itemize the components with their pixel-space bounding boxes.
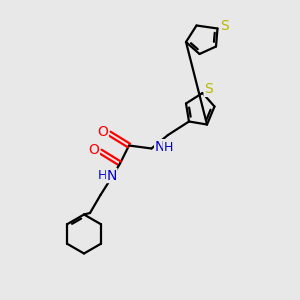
Text: S: S <box>220 19 229 33</box>
Text: S: S <box>204 82 213 96</box>
Text: N: N <box>155 140 165 154</box>
Text: H: H <box>98 169 107 182</box>
Text: O: O <box>88 143 99 157</box>
Text: O: O <box>98 125 108 139</box>
Text: H: H <box>164 141 173 154</box>
Text: N: N <box>106 169 117 182</box>
